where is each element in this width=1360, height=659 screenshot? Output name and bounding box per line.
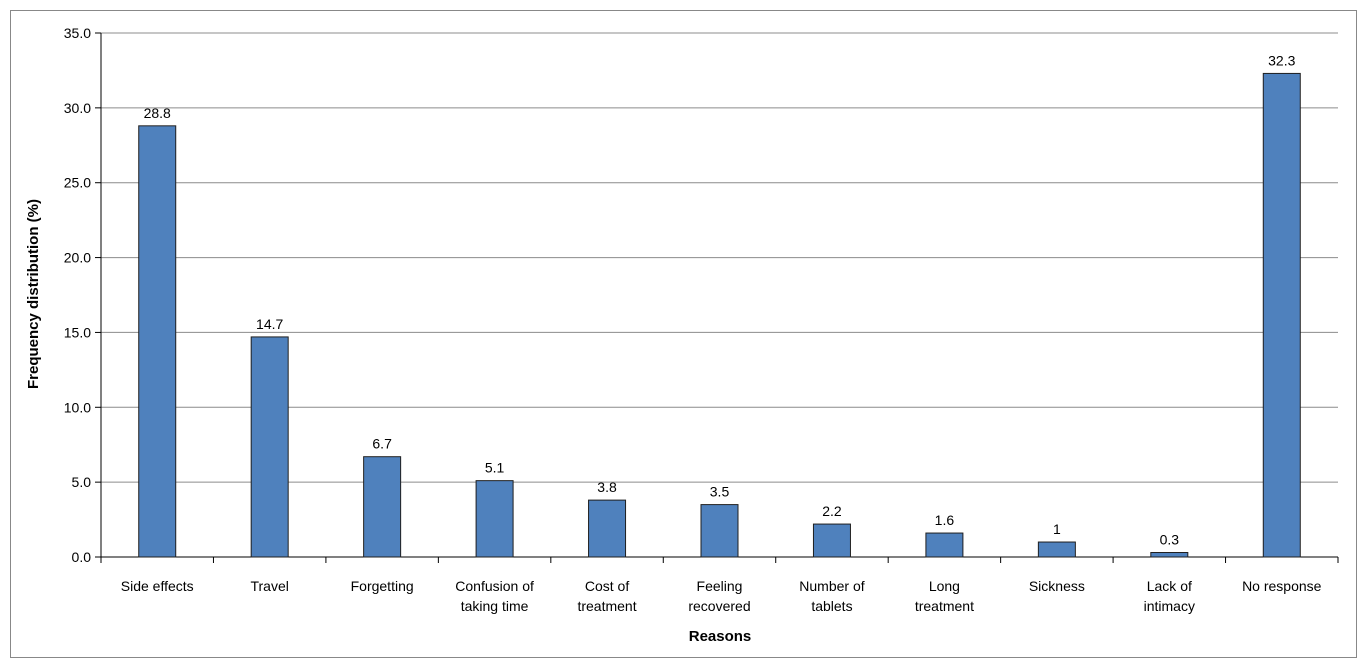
data-label: 3.5 <box>710 484 730 500</box>
x-tick-label: Feeling recovered <box>688 578 750 614</box>
chart-frame <box>10 10 1357 658</box>
x-tick-label: Number of tablets <box>799 578 864 614</box>
bar <box>700 504 739 558</box>
data-label: 1 <box>1053 521 1061 537</box>
bar <box>250 336 289 558</box>
bar <box>588 499 627 558</box>
bar <box>925 532 964 558</box>
bar <box>475 480 514 558</box>
bar <box>138 125 177 558</box>
x-axis: Side effects Travel Forgetting Confusion of… <box>100 556 1339 614</box>
data-label: 0.3 <box>1160 532 1180 548</box>
gridlines <box>101 32 1338 483</box>
data-label: 28.8 <box>144 105 171 121</box>
bar <box>1037 541 1076 558</box>
x-tick-label: Cost of treatment <box>577 578 636 614</box>
y-tick-label: 25.0 <box>64 175 91 191</box>
bar <box>1150 552 1189 558</box>
x-tick-label: Side effects <box>121 578 194 594</box>
data-labels: 28.8 14.7 6.7 5.1 3.8 3.5 2.2 1.6 1 0.3 32.3 <box>144 52 1296 547</box>
bars <box>138 72 1301 558</box>
data-label: 6.7 <box>372 436 392 452</box>
y-tick-label: 5.0 <box>72 474 92 490</box>
x-tick-label: Long treatment <box>915 578 974 614</box>
x-tick-label: Forgetting <box>351 578 414 594</box>
y-tick-label: 0.0 <box>72 549 92 565</box>
data-label: 32.3 <box>1268 52 1295 68</box>
y-tick-label: 20.0 <box>64 250 91 266</box>
data-label: 5.1 <box>485 460 505 476</box>
y-tick-label: 15.0 <box>64 324 91 340</box>
bar <box>1262 72 1301 558</box>
x-tick-label: No response <box>1242 578 1322 594</box>
data-label: 3.8 <box>597 479 617 495</box>
y-tick-label: 30.0 <box>64 100 91 116</box>
y-axis: 0.0 5.0 10.0 15.0 20.0 25.0 30.0 35.0 <box>64 25 102 565</box>
y-axis-title: Frequency distribution (%) <box>25 199 42 389</box>
data-label: 1.6 <box>935 512 955 528</box>
y-tick-label: 35.0 <box>64 25 91 41</box>
bar <box>812 523 851 558</box>
y-tick-label: 10.0 <box>64 399 91 415</box>
x-tick-label: Travel <box>250 578 288 594</box>
x-tick-label: Lack of intimacy <box>1144 578 1195 614</box>
x-tick-label: Confusion of taking time <box>455 578 534 614</box>
x-tick-label: Sickness <box>1029 578 1085 594</box>
data-label: 2.2 <box>822 503 842 519</box>
x-axis-title: Reasons <box>689 628 752 645</box>
data-label: 14.7 <box>256 316 283 332</box>
bar <box>363 456 402 558</box>
